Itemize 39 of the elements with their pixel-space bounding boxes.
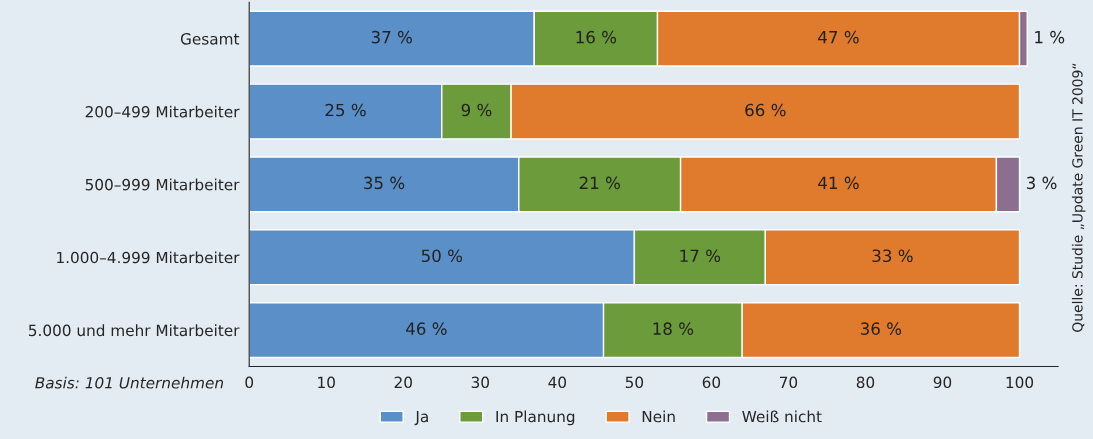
data-label: 9 % bbox=[461, 103, 492, 117]
data-label: 35 % bbox=[364, 176, 405, 190]
data-label: 46 % bbox=[406, 322, 447, 335]
data-label: 50 % bbox=[421, 249, 463, 263]
x-tick-label: 60 bbox=[702, 376, 721, 389]
legend-label: Weiß nicht bbox=[742, 410, 822, 423]
legend-label: Ja bbox=[414, 410, 428, 426]
legend-label: Nein bbox=[642, 410, 675, 423]
x-tick-label: 20 bbox=[394, 376, 412, 389]
data-label: 37 % bbox=[371, 30, 412, 44]
source-note: Quelle: Studie „Update Green IT 2009“ bbox=[1071, 63, 1086, 332]
x-tick-label: 40 bbox=[548, 376, 567, 389]
x-tick-label: 10 bbox=[318, 376, 335, 389]
x-tick-label: 70 bbox=[779, 376, 798, 389]
data-label: 3 % bbox=[1026, 176, 1057, 190]
legend-label: In Planung bbox=[496, 410, 575, 426]
x-tick-label: 30 bbox=[471, 376, 489, 389]
data-label: 21 % bbox=[579, 176, 620, 190]
data-label: 47 % bbox=[818, 30, 859, 44]
x-tick-label: 50 bbox=[625, 376, 644, 389]
y-tick-label: 500–999 Mitarbeiter bbox=[85, 178, 240, 191]
data-label: 41 % bbox=[818, 176, 859, 190]
data-label: 25 % bbox=[325, 103, 366, 117]
data-label: 33 % bbox=[872, 249, 913, 263]
data-label: 17 % bbox=[680, 249, 721, 263]
x-tick-label: 100 bbox=[1006, 376, 1034, 389]
data-label: 36 % bbox=[860, 322, 902, 335]
y-tick-label: 5.000 und mehr Mitarbeiter bbox=[28, 324, 240, 337]
data-label: 1 % bbox=[1035, 30, 1065, 44]
x-tick-label: 80 bbox=[856, 376, 875, 389]
y-tick-label: 1.000–4.999 Mitarbeiter bbox=[57, 251, 240, 264]
data-label: 18 % bbox=[653, 322, 694, 335]
data-label: 16 % bbox=[576, 30, 617, 44]
y-tick-label: Gesamt bbox=[180, 33, 240, 45]
x-tick-label: 90 bbox=[933, 376, 952, 389]
text: Basis: 101 Unternehmen bbox=[35, 376, 224, 389]
data-label: 66 % bbox=[745, 103, 786, 117]
x-tick-label: 0 bbox=[245, 376, 254, 389]
y-tick-label: 200–499 Mitarbeiter bbox=[85, 105, 240, 118]
